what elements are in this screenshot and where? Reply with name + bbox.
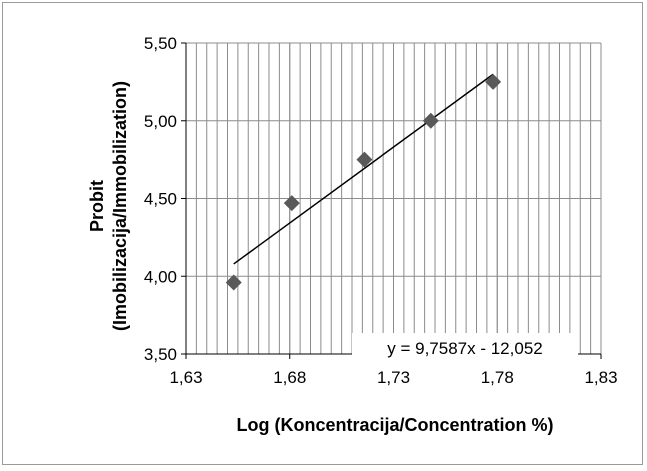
x-axis-title: Log (Koncentracija/Concentration %)	[236, 415, 553, 435]
y-tick-label: 5,50	[144, 34, 177, 53]
data-point	[356, 151, 373, 168]
y-axis-title-line1: Probit	[87, 180, 107, 232]
tick-labels: 3,50 4,00 4,50 5,00 5,50 1,63 1,68 1,73 1,78 1,83	[144, 34, 618, 387]
scatter-chart: 3,50 4,00 4,50 5,00 5,50 1,63 1,68 1,73 1,78 1,83…	[87, 34, 618, 435]
y-tick-label: 5,00	[144, 112, 177, 131]
data-point	[283, 195, 300, 212]
data-point	[485, 73, 502, 90]
grid-lines	[185, 42, 602, 355]
trendline	[233, 73, 494, 265]
data-points	[225, 73, 502, 291]
data-point	[422, 112, 439, 129]
y-tick-label: 3,50	[144, 345, 177, 364]
trendline-equation-box: y = 9,7587x - 12,052	[352, 333, 578, 361]
x-tick-label: 1,68	[273, 368, 306, 387]
data-point	[225, 274, 242, 291]
x-tick-label: 1,63	[169, 368, 202, 387]
axes	[181, 42, 602, 359]
x-tick-label: 1,78	[481, 368, 514, 387]
chart-frame: 3,50 4,00 4,50 5,00 5,50 1,63 1,68 1,73 1,78 1,83…	[2, 2, 643, 465]
x-tick-label: 1,83	[584, 368, 617, 387]
x-tick-label: 1,73	[377, 368, 410, 387]
y-tick-label: 4,00	[144, 267, 177, 286]
trendline-equation: y = 9,7587x - 12,052	[387, 339, 542, 358]
equation-background	[352, 333, 578, 361]
y-tick-label: 4,50	[144, 190, 177, 209]
linear-trendline	[233, 73, 494, 265]
y-axis-title-line2: (Imobilizacija/Immobilization)	[110, 81, 130, 331]
